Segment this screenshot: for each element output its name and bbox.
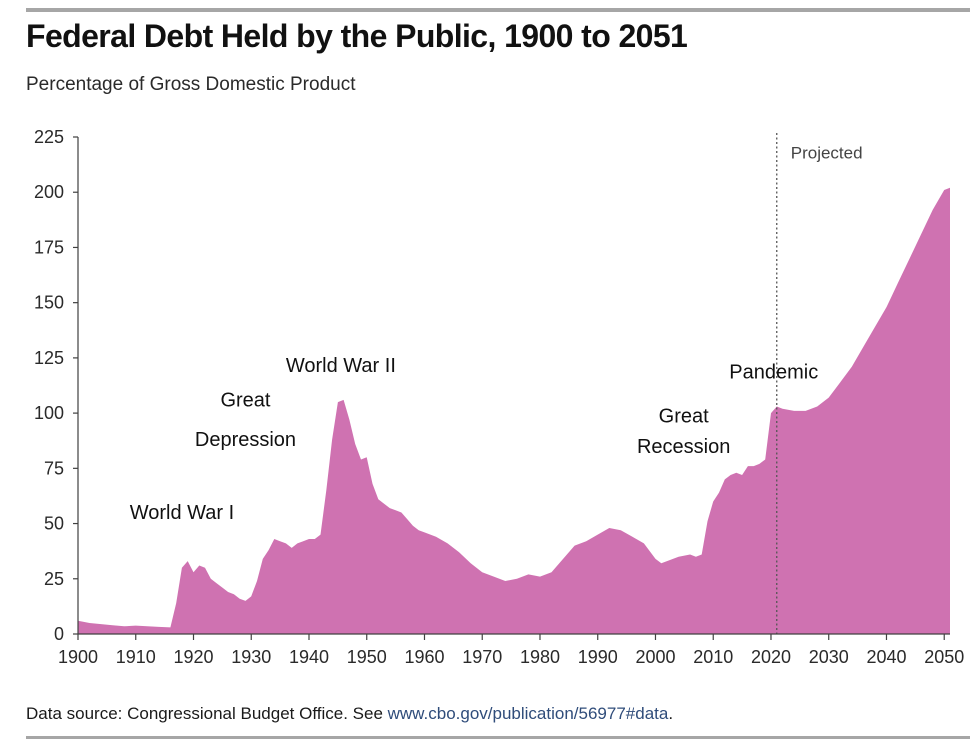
- x-tick-label: 1980: [520, 647, 560, 667]
- x-tick-label: 1990: [578, 647, 618, 667]
- x-tick-label: 1940: [289, 647, 329, 667]
- annotation-label: Recession: [637, 436, 730, 458]
- area-series-0: [78, 187, 950, 635]
- y-tick-label: 150: [34, 293, 64, 313]
- chart-title: Federal Debt Held by the Public, 1900 to…: [26, 18, 688, 54]
- chart: 0 25 50 75 100 125 150 175 200 225 1900 1910 1920 193…: [34, 127, 964, 667]
- x-tick-label: 1930: [231, 647, 271, 667]
- y-tick-label: 225: [34, 127, 64, 147]
- x-tick-label: 1950: [347, 647, 387, 667]
- x-tick-label: 2040: [866, 647, 906, 667]
- x-tick-label: 1900: [58, 647, 98, 667]
- x-tick-label: 1970: [462, 647, 502, 667]
- y-tick-label: 0: [54, 624, 64, 644]
- annotation-label: World War II: [286, 355, 396, 377]
- annotation-label: Pandemic: [729, 361, 818, 383]
- y-tick-label: 125: [34, 348, 64, 368]
- source-suffix: .: [668, 704, 674, 723]
- x-tick-label: 2050: [924, 647, 964, 667]
- top-rule: [26, 8, 970, 12]
- y-tick-label: 50: [44, 514, 64, 534]
- x-tick-label: 1910: [116, 647, 156, 667]
- y-tick-label: 200: [34, 182, 64, 202]
- annotation-label: Depression: [195, 429, 296, 451]
- annotation-label: World War I: [130, 502, 234, 524]
- annotation-label: Great: [220, 389, 270, 411]
- source-link[interactable]: www.cbo.gov/publication/56977#data: [387, 704, 669, 723]
- annotation-label: Projected: [791, 144, 863, 163]
- source-prefix: Data source: Congressional Budget Office…: [26, 704, 388, 723]
- annotation-label: Great: [659, 405, 709, 427]
- y-tick-label: 25: [44, 569, 64, 589]
- x-tick-label: 1960: [404, 647, 444, 667]
- y-tick-label: 175: [34, 237, 64, 257]
- x-tick-label: 2020: [751, 647, 791, 667]
- y-tick-label: 100: [34, 403, 64, 423]
- x-tick-label: 1920: [173, 647, 213, 667]
- data-source: Data source: Congressional Budget Office…: [26, 704, 673, 724]
- bottom-rule: [26, 736, 970, 739]
- x-tick-label: 2010: [693, 647, 733, 667]
- y-tick-label: 75: [44, 458, 64, 478]
- x-tick-label: 2000: [635, 647, 675, 667]
- chart-subtitle: Percentage of Gross Domestic Product: [26, 74, 356, 95]
- x-tick-label: 2030: [809, 647, 849, 667]
